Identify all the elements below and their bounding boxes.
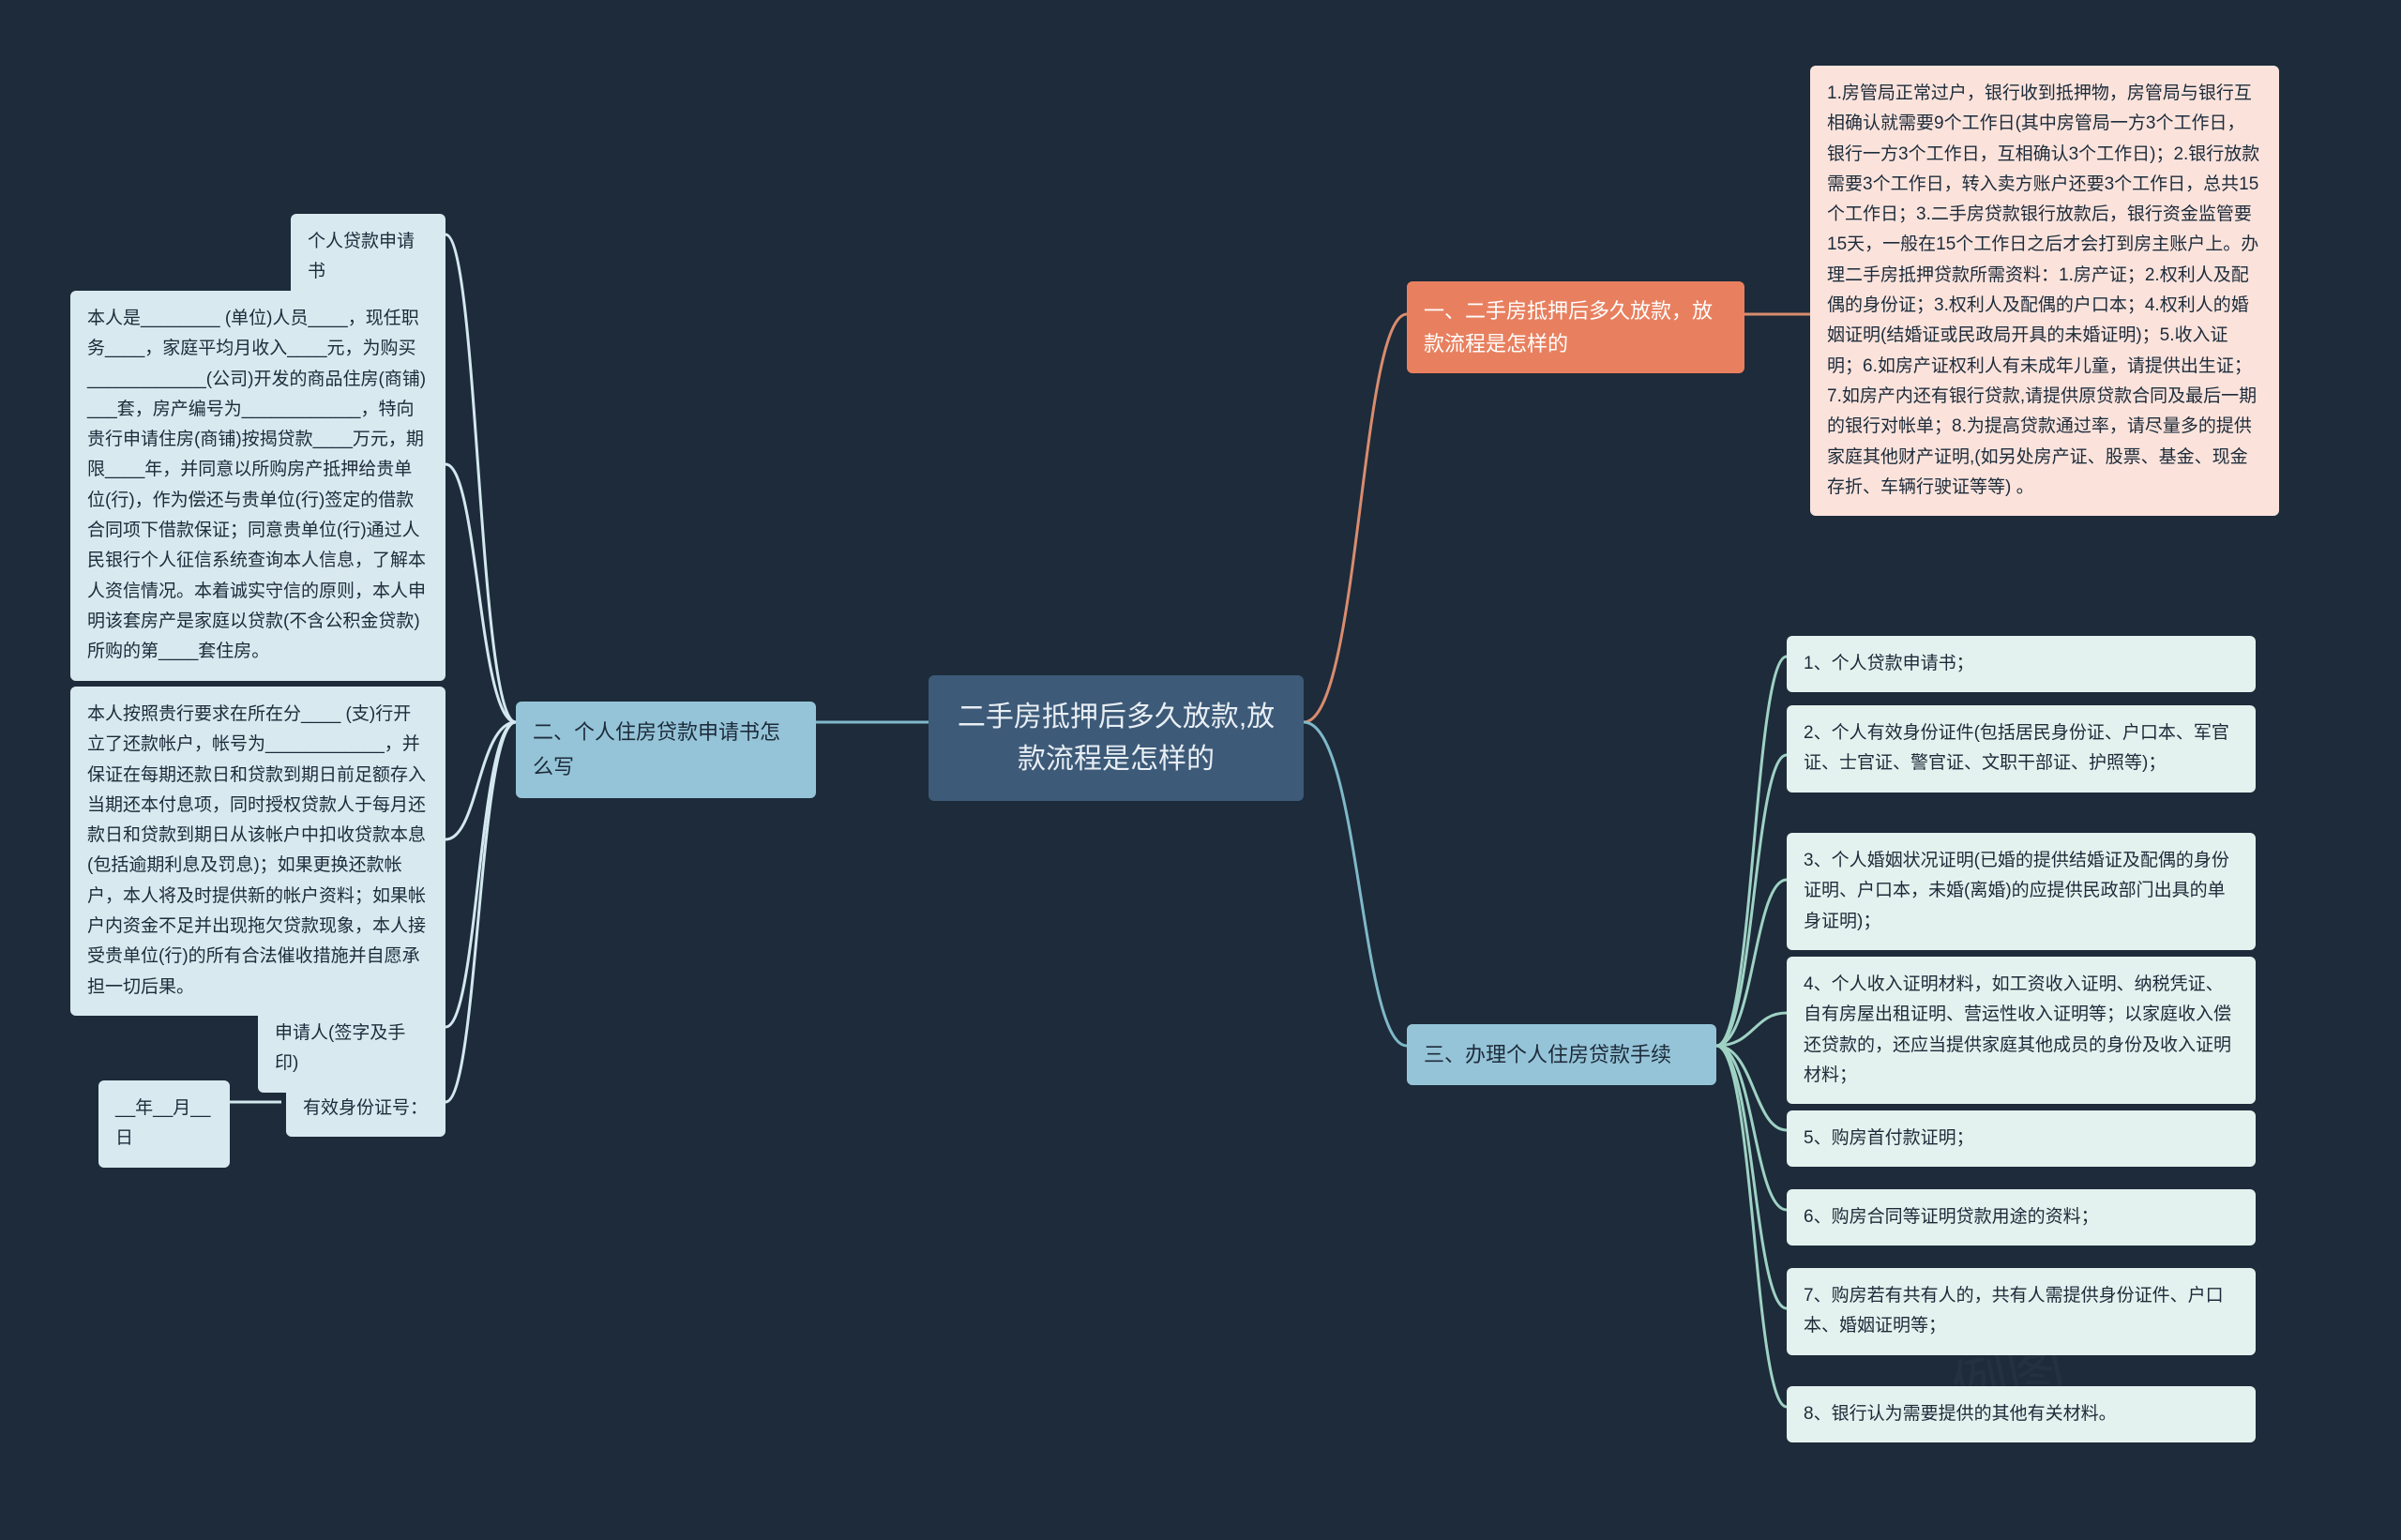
branch-3-node: 三、办理个人住房贷款手续 bbox=[1407, 1024, 1716, 1085]
branch-3-title: 三、办理个人住房贷款手续 bbox=[1424, 1043, 1671, 1066]
branch-2-node: 二、个人住房贷款申请书怎么写 bbox=[516, 702, 816, 798]
root-title: 二手房抵押后多久放款,放款流程是怎样的 bbox=[958, 702, 1275, 775]
branch-3-leaf-6: 6、购房合同等证明贷款用途的资料； bbox=[1787, 1189, 2256, 1246]
branch-3-leaf-5: 5、购房首付款证明； bbox=[1787, 1110, 2256, 1167]
branch-3-leaf-7: 7、购房若有共有人的，共有人需提供身份证件、户口本、婚姻证明等； bbox=[1787, 1268, 2256, 1355]
branch-2-leaf-1: 个人贷款申请书 bbox=[291, 214, 445, 301]
branch-1-node: 一、二手房抵押后多久放款，放款流程是怎样的 bbox=[1407, 281, 1744, 373]
branch-3-leaf-3: 3、个人婚姻状况证明(已婚的提供结婚证及配偶的身份证明、户口本，未婚(离婚)的应… bbox=[1787, 833, 2256, 950]
branch-2-leaf-3: 本人按照贵行要求在所在分____ (支)行开立了还款帐户，帐号为________… bbox=[70, 687, 445, 1016]
branch-3-leaf-4: 4、个人收入证明材料，如工资收入证明、纳税凭证、自有房屋出租证明、营运性收入证明… bbox=[1787, 957, 2256, 1104]
root-node: 二手房抵押后多久放款,放款流程是怎样的 bbox=[929, 675, 1304, 801]
branch-2-leaf-4: 申请人(签字及手印) bbox=[258, 1005, 445, 1093]
branch-3-leaf-8: 8、银行认为需要提供的其他有关材料。 bbox=[1787, 1386, 2256, 1442]
branch-3-leaf-1: 1、个人贷款申请书； bbox=[1787, 636, 2256, 692]
branch-3-leaf-2: 2、个人有效身份证件(包括居民身份证、户口本、军官证、士官证、警官证、文职干部证… bbox=[1787, 705, 2256, 793]
branch-2-leaf-2: 本人是________ (单位)人员____，现任职务____，家庭平均月收入_… bbox=[70, 291, 445, 681]
branch-2-title: 二、个人住房贷款申请书怎么写 bbox=[533, 720, 780, 778]
branch-1-leaf-text: 1.房管局正常过户，银行收到抵押物，房管局与银行互相确认就需要9个工作日(其中房… bbox=[1827, 83, 2259, 497]
branch-1-leaf: 1.房管局正常过户，银行收到抵押物，房管局与银行互相确认就需要9个工作日(其中房… bbox=[1810, 66, 2279, 516]
branch-1-title: 一、二手房抵押后多久放款，放款流程是怎样的 bbox=[1424, 299, 1713, 355]
branch-2-leaf-5: 有效身份证号： bbox=[286, 1080, 445, 1137]
branch-2-leaf-6: __年__月__日 bbox=[98, 1080, 230, 1168]
